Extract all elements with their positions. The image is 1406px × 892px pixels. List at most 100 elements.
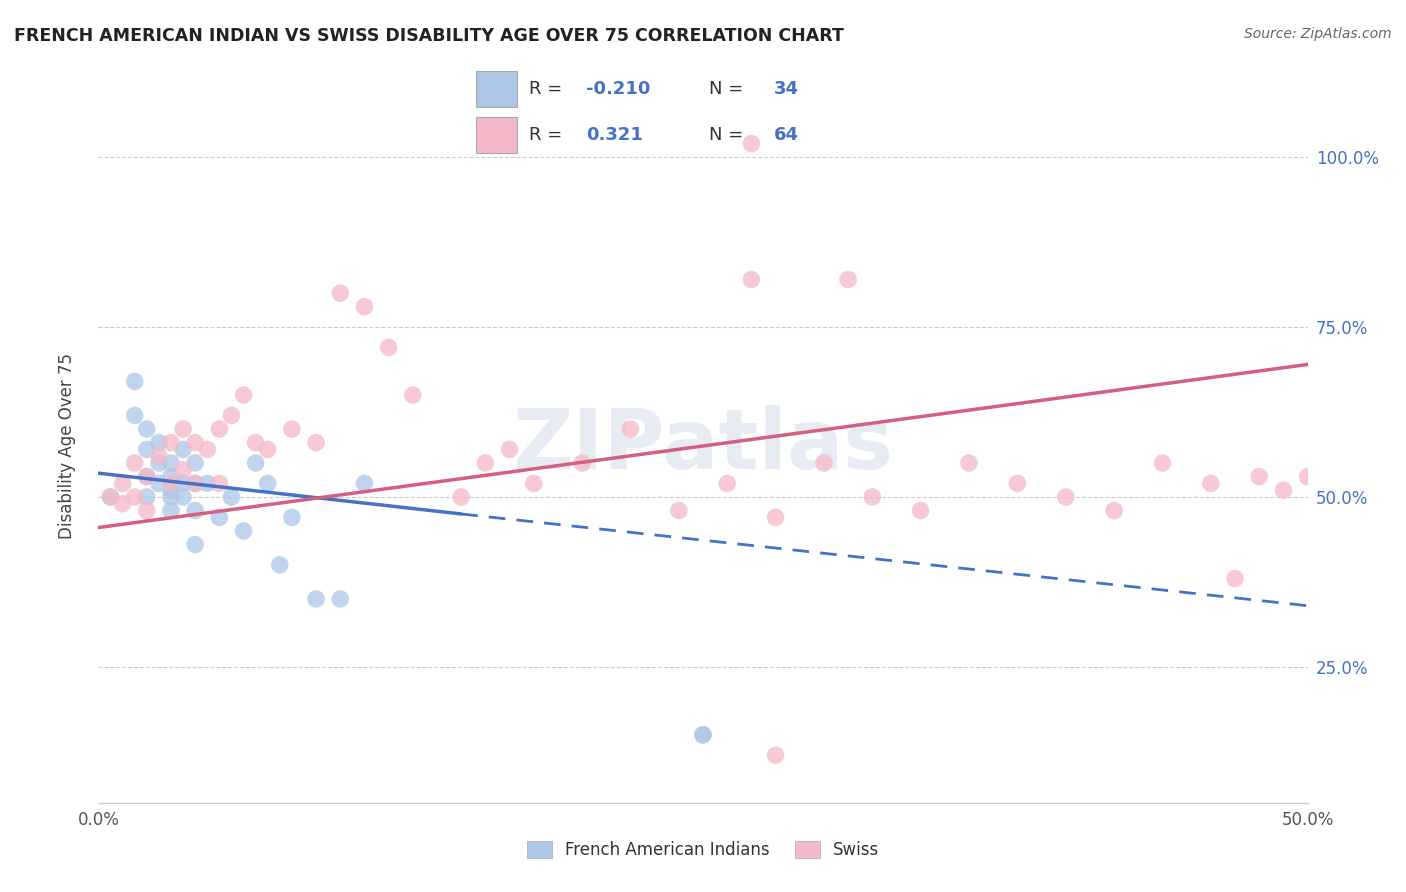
Point	[148, 456, 170, 470]
Point	[765, 748, 787, 763]
Point	[1152, 456, 1174, 470]
Point	[837, 272, 859, 286]
Point	[1102, 503, 1125, 517]
Point	[221, 490, 243, 504]
Point	[281, 510, 304, 524]
Point	[716, 476, 738, 491]
Point	[957, 456, 980, 470]
Point	[148, 449, 170, 463]
Point	[160, 490, 183, 504]
Point	[765, 510, 787, 524]
Point	[172, 490, 194, 504]
Point	[1007, 476, 1029, 491]
Point	[208, 422, 231, 436]
Point	[571, 456, 593, 470]
Point	[148, 476, 170, 491]
Point	[305, 435, 328, 450]
Point	[329, 591, 352, 606]
Point	[111, 476, 134, 491]
Point	[135, 503, 157, 517]
Point	[124, 409, 146, 423]
Point	[256, 442, 278, 457]
Text: -0.210: -0.210	[586, 80, 651, 98]
Point	[124, 456, 146, 470]
Point	[184, 537, 207, 551]
Point	[740, 136, 762, 151]
Text: 64: 64	[773, 126, 799, 144]
Point	[135, 442, 157, 457]
Y-axis label: Disability Age Over 75: Disability Age Over 75	[58, 353, 76, 539]
Point	[269, 558, 291, 572]
Point	[1272, 483, 1295, 498]
Point	[377, 341, 399, 355]
Point	[860, 490, 883, 504]
Point	[353, 476, 375, 491]
Point	[195, 442, 218, 457]
Point	[498, 442, 520, 457]
Point	[111, 497, 134, 511]
Text: 0.321: 0.321	[586, 126, 643, 144]
Point	[1054, 490, 1077, 504]
Point	[523, 476, 546, 491]
Text: R =: R =	[529, 126, 574, 144]
Point	[184, 435, 207, 450]
Text: N =: N =	[709, 80, 748, 98]
Text: ZIPatlas: ZIPatlas	[513, 406, 893, 486]
Point	[208, 476, 231, 491]
Point	[281, 422, 304, 436]
Point	[910, 503, 932, 517]
Point	[692, 728, 714, 742]
Point	[221, 409, 243, 423]
Point	[124, 375, 146, 389]
Point	[160, 456, 183, 470]
Point	[208, 510, 231, 524]
Point	[160, 503, 183, 517]
Point	[353, 300, 375, 314]
Point	[1223, 572, 1246, 586]
Point	[245, 435, 267, 450]
Point	[1199, 476, 1222, 491]
Point	[740, 272, 762, 286]
Point	[813, 456, 835, 470]
Point	[148, 435, 170, 450]
Text: Source: ZipAtlas.com: Source: ZipAtlas.com	[1244, 27, 1392, 41]
Point	[402, 388, 425, 402]
Point	[160, 483, 183, 498]
Point	[184, 456, 207, 470]
Point	[184, 503, 207, 517]
Point	[450, 490, 472, 504]
FancyBboxPatch shape	[477, 71, 517, 107]
Point	[124, 490, 146, 504]
Point	[135, 490, 157, 504]
Point	[135, 422, 157, 436]
Point	[172, 463, 194, 477]
Point	[100, 490, 122, 504]
Point	[329, 286, 352, 301]
Point	[232, 524, 254, 538]
Point	[305, 591, 328, 606]
Point	[195, 476, 218, 491]
Text: N =: N =	[709, 126, 748, 144]
Point	[172, 476, 194, 491]
Point	[160, 476, 183, 491]
Point	[172, 442, 194, 457]
Legend: French American Indians, Swiss: French American Indians, Swiss	[520, 834, 886, 866]
Text: 34: 34	[773, 80, 799, 98]
Point	[135, 469, 157, 483]
Point	[100, 490, 122, 504]
Point	[1296, 469, 1319, 483]
Point	[1249, 469, 1271, 483]
FancyBboxPatch shape	[477, 118, 517, 153]
Point	[172, 422, 194, 436]
Point	[184, 476, 207, 491]
Text: R =: R =	[529, 80, 568, 98]
Point	[160, 435, 183, 450]
Point	[245, 456, 267, 470]
Point	[160, 469, 183, 483]
Point	[668, 503, 690, 517]
Point	[232, 388, 254, 402]
Point	[184, 476, 207, 491]
Point	[619, 422, 641, 436]
Point	[474, 456, 496, 470]
Point	[256, 476, 278, 491]
